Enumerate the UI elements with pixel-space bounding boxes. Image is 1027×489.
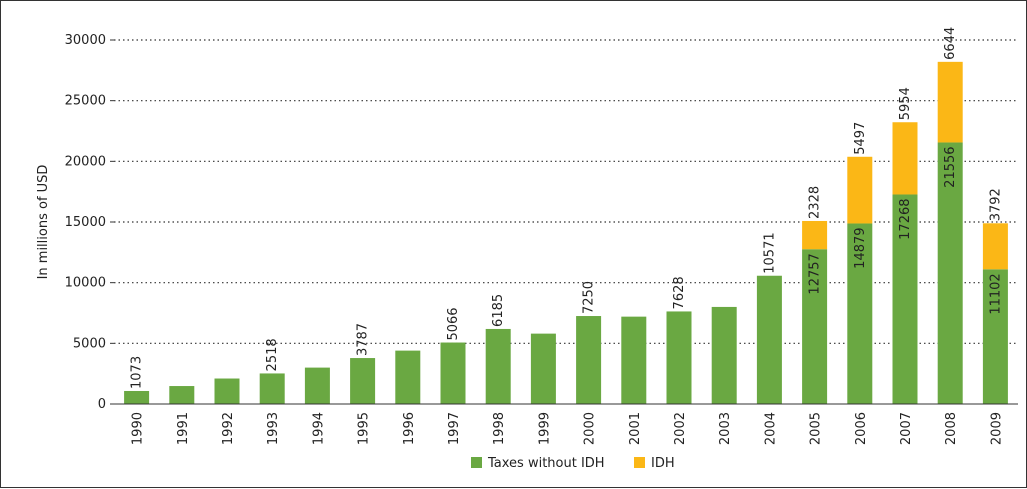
data-label-taxes-1990: 1073: [130, 356, 145, 389]
legend-swatch-taxes: [471, 457, 482, 468]
bar-taxes-2004: [756, 275, 782, 404]
data-label-taxes-1995: 3787: [356, 323, 371, 356]
data-label-idh-2009: 3792: [988, 188, 1003, 221]
bar-taxes-1997: [440, 342, 466, 404]
x-tick-label: 1996: [402, 412, 417, 445]
x-tick-label: 2009: [989, 412, 1004, 445]
y-axis-label: In millions of USD: [36, 165, 51, 280]
bar-idh-2005: [802, 220, 828, 250]
y-tick-label: 15000: [65, 215, 106, 230]
bar-taxes-2000: [576, 316, 602, 404]
data-label-taxes-2008: 21556: [943, 146, 958, 187]
x-tick-label: 1992: [221, 412, 236, 445]
data-label-idh-2008: 6644: [943, 27, 958, 60]
data-label-taxes-2007: 17268: [898, 198, 913, 239]
x-tick-label: 1999: [537, 412, 552, 445]
data-label-taxes-2000: 7250: [582, 281, 597, 314]
bar-taxes-1996: [395, 350, 421, 404]
data-label-taxes-1997: 5066: [446, 307, 461, 340]
bar-taxes-2008: [937, 142, 963, 405]
bar-taxes-2002: [666, 311, 692, 404]
bar-taxes-1998: [485, 328, 511, 404]
bars: [124, 61, 1008, 405]
bar-taxes-1999: [530, 333, 556, 404]
data-label-taxes-1993: 2518: [265, 338, 280, 371]
data-labels: 1073 2518 3787 5066 6185 7250 7628 10571 12757 23…: [130, 27, 1004, 389]
y-tick-label: 5000: [73, 336, 106, 351]
data-label-idh-2007: 5954: [898, 87, 913, 120]
data-label-taxes-2002: 7628: [672, 276, 687, 309]
y-tick-label: 20000: [65, 154, 106, 169]
legend-label-idh: IDH: [651, 456, 675, 471]
legend-swatch-idh: [634, 457, 645, 468]
bar-idh-2007: [892, 122, 918, 195]
legend-label-taxes: Taxes without IDH: [487, 456, 605, 471]
x-axis-ticks: 1990 1991 1992 1993 1994 1995 1996 1997 1998 1999…: [131, 412, 1005, 445]
x-tick-label: 2000: [583, 412, 598, 445]
bar-taxes-1993: [259, 373, 285, 404]
legend: Taxes without IDH IDH: [471, 456, 675, 471]
data-label-taxes-2004: 10571: [762, 232, 777, 273]
data-label-taxes-2006: 14879: [853, 227, 868, 268]
y-axis-ticks: 0 5000 10000 15000 20000 25000 30000: [65, 33, 114, 412]
gridlines: [114, 39, 1018, 344]
y-tick-label: 0: [98, 397, 106, 412]
x-tick-label: 1994: [311, 412, 326, 445]
x-tick-label: 2008: [944, 412, 959, 445]
x-tick-label: 2006: [854, 412, 869, 445]
x-tick-label: 2004: [763, 412, 778, 445]
y-tick-label: 10000: [65, 276, 106, 291]
x-tick-label: 2005: [809, 412, 824, 445]
bar-taxes-1991: [169, 386, 195, 404]
y-tick-label: 30000: [65, 33, 106, 48]
data-label-idh-2005: 2328: [808, 186, 823, 219]
bar-idh-2009: [982, 223, 1008, 270]
x-tick-label: 1990: [131, 412, 146, 445]
x-tick-label: 2003: [718, 412, 733, 445]
bar-taxes-2006: [847, 223, 873, 404]
bar-taxes-2001: [621, 316, 647, 404]
bar-taxes-1990: [124, 390, 150, 404]
bar-taxes-2007: [892, 194, 918, 404]
bar-taxes-2005: [802, 249, 828, 404]
x-tick-label: 1997: [447, 412, 462, 445]
x-tick-label: 2001: [628, 412, 643, 445]
x-tick-label: 1998: [492, 412, 507, 445]
data-label-taxes-2009: 11102: [988, 273, 1003, 314]
bar-taxes-2003: [711, 306, 737, 404]
data-label-taxes-2005: 12757: [808, 253, 823, 294]
x-tick-label: 1993: [266, 412, 281, 445]
bar-taxes-1994: [304, 367, 330, 404]
data-label-taxes-1998: 6185: [491, 294, 506, 327]
x-tick-label: 2007: [899, 412, 914, 445]
data-label-idh-2006: 5497: [853, 122, 868, 155]
bar-idh-2006: [847, 156, 873, 224]
bar-idh-2008: [937, 61, 963, 143]
x-tick-label: 2002: [673, 412, 688, 445]
bar-taxes-2009: [982, 269, 1008, 404]
y-tick-label: 25000: [65, 94, 106, 109]
bar-taxes-1995: [350, 358, 376, 404]
x-tick-label: 1991: [176, 412, 191, 445]
x-tick-label: 1995: [357, 412, 372, 445]
bar-taxes-1992: [214, 378, 240, 404]
